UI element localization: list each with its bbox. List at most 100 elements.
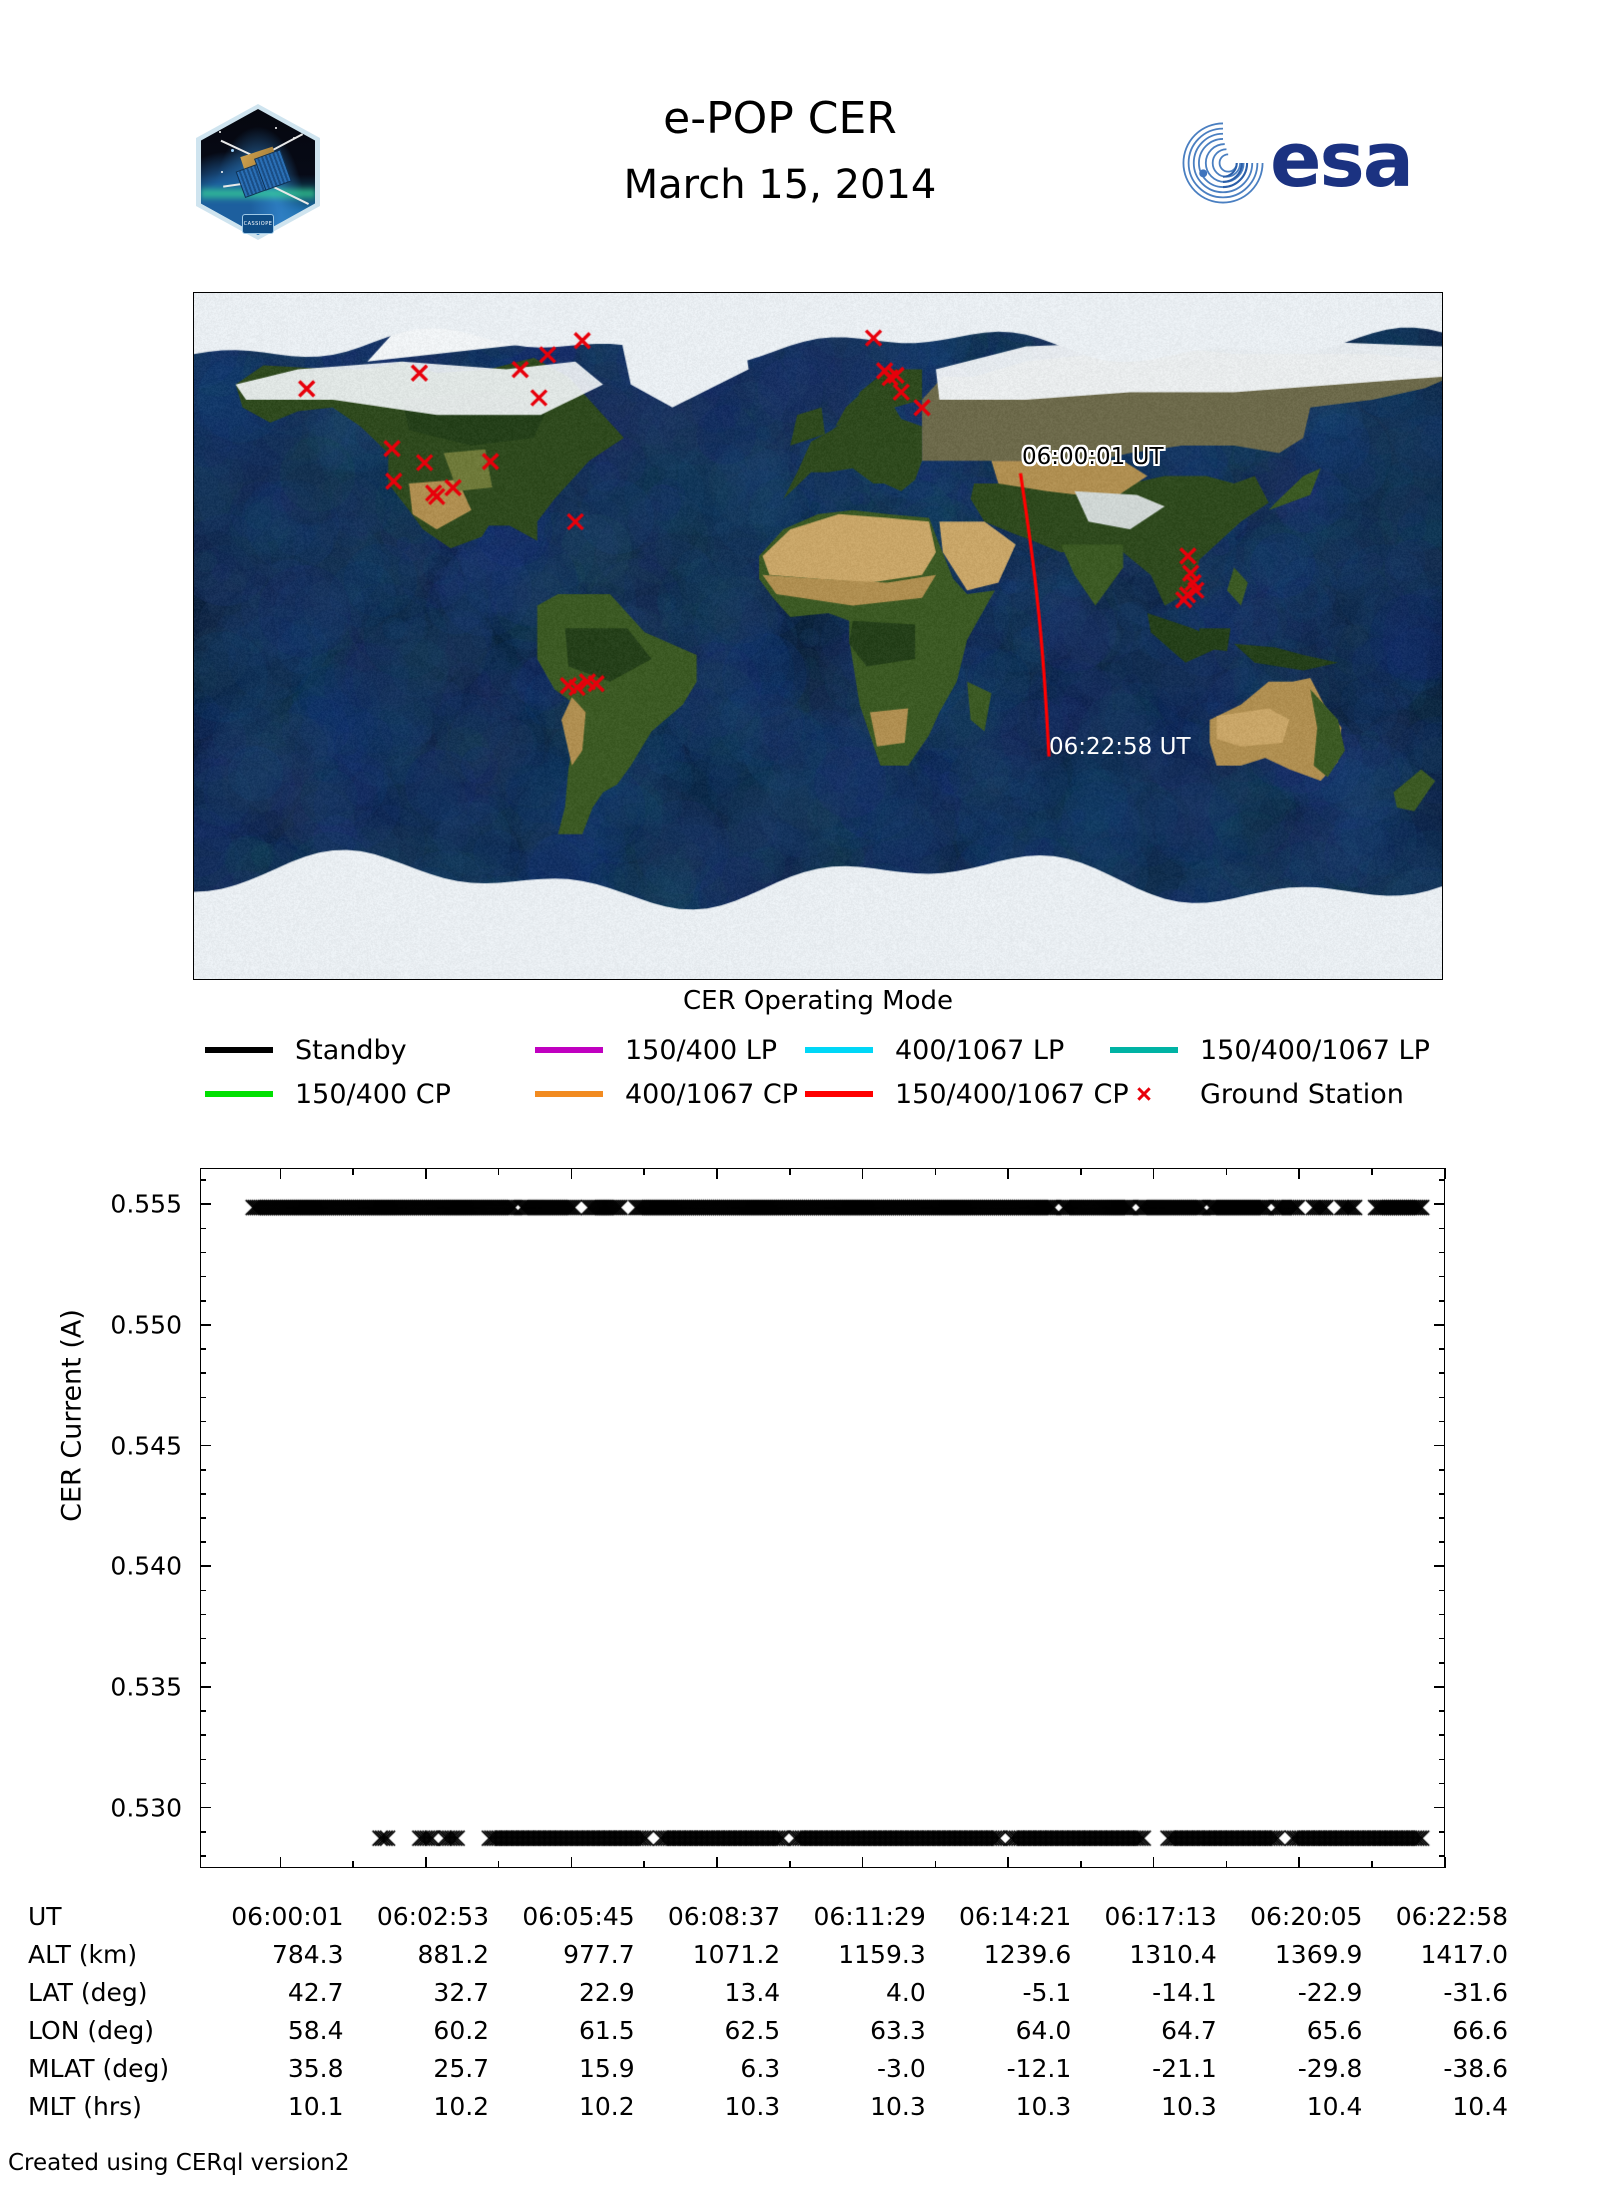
table-row: MLT (hrs) 10.1 10.2 10.2 10.3 10.3 10.3 10.3 10.… — [28, 2088, 1508, 2126]
table-row-label: LON (deg) — [28, 2012, 198, 2050]
table-cell: 1417.0 — [1362, 1936, 1508, 1974]
table-cell: 42.7 — [198, 1974, 344, 2012]
table-cell: -5.1 — [926, 1974, 1072, 2012]
legend-item-150-400-1067-lp[interactable]: 150/400/1067 LP — [1110, 1028, 1440, 1072]
table-row-label: LAT (deg) — [28, 1974, 198, 2012]
table-cell: 6.3 — [635, 2050, 781, 2088]
map-caption: CER Operating Mode — [193, 986, 1443, 1016]
y-tick-label: 0.530 — [64, 1795, 182, 1820]
table-cell: 64.0 — [926, 2012, 1072, 2050]
table-cell: 10.3 — [1071, 2088, 1217, 2126]
world-map-panel[interactable] — [193, 292, 1443, 980]
legend-label: Standby — [295, 1035, 407, 1066]
table-cell: 22.9 — [489, 1974, 635, 2012]
line-swatch-cyan — [805, 1047, 873, 1053]
legend-item-400-1067-lp[interactable]: 400/1067 LP — [805, 1028, 1110, 1072]
table-cell: 35.8 — [198, 2050, 344, 2088]
esa-wordmark: esa — [1270, 117, 1412, 203]
legend-label: 150/400/1067 CP — [895, 1079, 1129, 1110]
table-cell: 63.3 — [780, 2012, 926, 2050]
legend-row-1: Standby 150/400 LP 400/1067 LP 150/400/1… — [205, 1028, 1445, 1072]
legend-label: 150/400 CP — [295, 1079, 451, 1110]
table-cell: 1159.3 — [780, 1936, 926, 1974]
line-swatch-teal — [1110, 1047, 1178, 1053]
table-row: LON (deg) 58.4 60.2 61.5 62.5 63.3 64.0 64.7 65.… — [28, 2012, 1508, 2050]
table-row-label: MLAT (deg) — [28, 2050, 198, 2088]
table-cell: 06:05:45 — [489, 1898, 635, 1936]
table-cell: -12.1 — [926, 2050, 1072, 2088]
table-cell: 784.3 — [198, 1936, 344, 1974]
y-axis-tick-labels: 0.530 0.535 0.540 0.545 0.550 0.555 — [60, 1168, 182, 1868]
table-row-label: ALT (km) — [28, 1936, 198, 1974]
table-row-label: MLT (hrs) — [28, 2088, 198, 2126]
table-cell: 10.4 — [1362, 2088, 1508, 2126]
table-cell: 10.3 — [780, 2088, 926, 2126]
table-row: ALT (km) 784.3 881.2 977.7 1071.2 1159.3 1239.… — [28, 1936, 1508, 1974]
legend-label: 400/1067 CP — [625, 1079, 798, 1110]
legend-label: 150/400 LP — [625, 1035, 777, 1066]
table-cell: 66.6 — [1362, 2012, 1508, 2050]
table-cell: -3.0 — [780, 2050, 926, 2088]
table-cell: 13.4 — [635, 1974, 781, 2012]
legend-item-400-1067-cp[interactable]: 400/1067 CP — [535, 1072, 805, 1116]
line-swatch-orange — [535, 1091, 603, 1097]
y-tick-label: 0.540 — [64, 1554, 182, 1579]
table-cell: 06:02:53 — [344, 1898, 490, 1936]
legend-item-ground-station[interactable]: Ground Station — [1110, 1072, 1440, 1116]
table-cell: 62.5 — [635, 2012, 781, 2050]
table-cell: 10.3 — [635, 2088, 781, 2126]
table-cell: 06:00:01 — [198, 1898, 344, 1936]
table-cell: 64.7 — [1071, 2012, 1217, 2050]
table-cell: 61.5 — [489, 2012, 635, 2050]
legend-item-standby[interactable]: Standby — [205, 1028, 535, 1072]
footer-credit: Created using CERql version2 — [8, 2150, 350, 2176]
table-cell: 15.9 — [489, 2050, 635, 2088]
table-cell: 10.2 — [344, 2088, 490, 2126]
table-row-label: UT — [28, 1898, 198, 1936]
cassiope-logo: CASSIOPE — [196, 104, 320, 240]
table-cell: 10.2 — [489, 2088, 635, 2126]
page-header: CASSIOPE e-POP CER March 15, 2014 — [0, 0, 1600, 270]
y-tick-label: 0.550 — [64, 1312, 182, 1337]
ephemeris-data-table: UT 06:00:01 06:02:53 06:05:45 06:08:37 06:11:… — [28, 1898, 1508, 2126]
table: UT 06:00:01 06:02:53 06:05:45 06:08:37 06:11:… — [28, 1898, 1508, 2126]
table-cell: 881.2 — [344, 1936, 490, 1974]
cassiope-badge-label: CASSIOPE — [242, 214, 274, 234]
table-cell: 1071.2 — [635, 1936, 781, 1974]
legend-row-2: 150/400 CP 400/1067 CP 150/400/1067 CP G… — [205, 1072, 1445, 1116]
legend-item-150-400-1067-cp[interactable]: 150/400/1067 CP — [805, 1072, 1110, 1116]
line-swatch-black — [205, 1047, 273, 1053]
page-subtitle-date: March 15, 2014 — [420, 156, 1140, 214]
table-cell: 06:20:05 — [1217, 1898, 1363, 1936]
legend-item-150-400-cp[interactable]: 150/400 CP — [205, 1072, 535, 1116]
table-cell: 10.3 — [926, 2088, 1072, 2126]
table-cell: 32.7 — [344, 1974, 490, 2012]
legend-item-150-400-lp[interactable]: 150/400 LP — [535, 1028, 805, 1072]
line-swatch-green — [205, 1091, 273, 1097]
table-cell: 10.4 — [1217, 2088, 1363, 2126]
table-cell: 06:22:58 — [1362, 1898, 1508, 1936]
y-tick-label: 0.535 — [64, 1674, 182, 1699]
table-cell: 25.7 — [344, 2050, 490, 2088]
line-swatch-red — [805, 1091, 873, 1097]
table-cell: -21.1 — [1071, 2050, 1217, 2088]
cer-current-scatter-plot[interactable] — [200, 1168, 1445, 1868]
table-cell: 1239.6 — [926, 1936, 1072, 1974]
table-cell: 06:11:29 — [780, 1898, 926, 1936]
table-cell: 58.4 — [198, 2012, 344, 2050]
page-title: e-POP CER — [420, 90, 1140, 148]
operating-mode-legend: Standby 150/400 LP 400/1067 LP 150/400/1… — [205, 1028, 1445, 1116]
table-row: UT 06:00:01 06:02:53 06:05:45 06:08:37 06:11:… — [28, 1898, 1508, 1936]
table-cell: 60.2 — [344, 2012, 490, 2050]
table-cell: 06:14:21 — [926, 1898, 1072, 1936]
table-cell: 1369.9 — [1217, 1936, 1363, 1974]
table-cell: -14.1 — [1071, 1974, 1217, 2012]
line-swatch-magenta — [535, 1047, 603, 1053]
table-cell: 65.6 — [1217, 2012, 1363, 2050]
table-cell: 1310.4 — [1071, 1936, 1217, 1974]
table-cell: 06:17:13 — [1071, 1898, 1217, 1936]
title-block: e-POP CER March 15, 2014 — [420, 90, 1140, 214]
table-cell: -22.9 — [1217, 1974, 1363, 2012]
table-cell: 10.1 — [198, 2088, 344, 2126]
world-map-image — [194, 293, 1442, 979]
